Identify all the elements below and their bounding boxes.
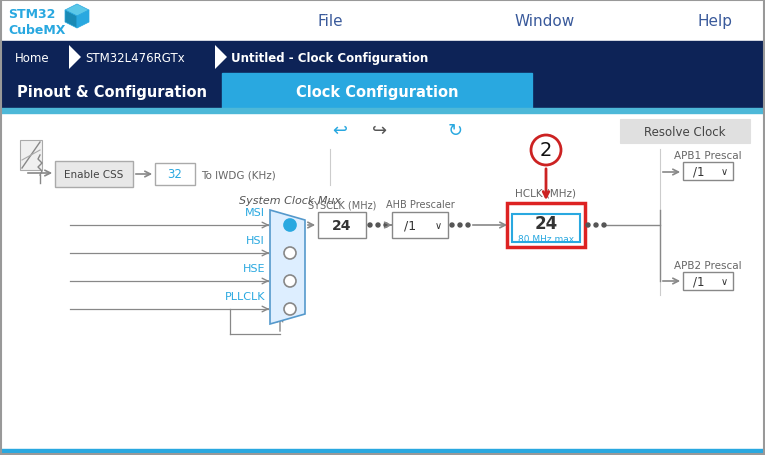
Text: 80 MHz max: 80 MHz max [518,234,574,243]
Polygon shape [215,46,227,70]
Circle shape [284,248,296,259]
Text: System Clock Mux: System Clock Mux [239,196,341,206]
Polygon shape [65,11,77,29]
Polygon shape [65,5,89,17]
Circle shape [384,223,388,228]
Circle shape [284,303,296,315]
Polygon shape [77,11,89,29]
Bar [318,212,366,238]
Text: MSI: MSI [245,207,265,217]
Text: Window: Window [515,14,575,29]
Bar [55,162,133,187]
Text: Home: Home [15,51,50,64]
Bar [0,109,765,112]
Text: /1: /1 [693,165,705,178]
Text: Help: Help [698,14,733,29]
Circle shape [284,219,296,232]
Bar [683,162,733,181]
Bar [0,110,765,114]
Polygon shape [69,46,81,70]
Text: ↩: ↩ [333,122,347,140]
Text: AHB Prescaler: AHB Prescaler [386,200,454,210]
Circle shape [284,275,296,288]
Bar [507,203,585,248]
Text: 2: 2 [540,141,552,160]
Text: STM32L476RGTx: STM32L476RGTx [85,51,185,64]
Text: ↪: ↪ [373,122,388,140]
Circle shape [368,223,372,228]
Text: PLLCLK: PLLCLK [224,291,265,301]
Text: HSE: HSE [243,263,265,273]
Text: Pinout & Configuration: Pinout & Configuration [17,85,207,100]
Bar [0,42,765,74]
Text: To IWDG (KHz): To IWDG (KHz) [201,170,275,180]
Bar [512,214,580,243]
Text: Resolve Clock: Resolve Clock [644,125,726,138]
Text: /1: /1 [404,219,416,232]
Bar [155,164,195,186]
Bar [0,74,765,112]
Bar [683,273,733,290]
Text: ∨: ∨ [721,276,728,286]
Text: Untitled - Clock Configuration: Untitled - Clock Configuration [231,51,428,64]
Text: Clock Configuration: Clock Configuration [296,85,458,100]
Text: HSI: HSI [246,236,265,245]
Bar [0,449,765,455]
Bar [620,120,750,144]
Polygon shape [270,211,305,324]
Text: APB2 Prescal: APB2 Prescal [674,260,742,270]
Circle shape [458,223,462,228]
Text: CubeMX: CubeMX [8,24,65,37]
Circle shape [466,223,470,228]
Bar [20,141,42,171]
Text: ↻: ↻ [448,122,463,140]
Text: /1: /1 [693,275,705,288]
Text: ∨: ∨ [721,167,728,177]
Bar [3,74,221,110]
Circle shape [531,136,561,166]
Bar [392,212,448,238]
Text: Enable CSS: Enable CSS [64,170,124,180]
Text: APB1 Prescal: APB1 Prescal [674,151,742,161]
Bar [534,74,734,110]
Bar [222,74,532,110]
Circle shape [586,223,590,228]
Text: 32: 32 [168,168,182,181]
Circle shape [594,223,598,228]
Text: 24: 24 [535,214,558,233]
Bar [0,150,765,455]
Circle shape [602,223,606,228]
Bar [0,112,765,150]
Text: ∨: ∨ [435,221,441,231]
Circle shape [376,223,380,228]
Text: SYSCLK (MHz): SYSCLK (MHz) [308,200,376,210]
Text: File: File [317,14,343,29]
Circle shape [450,223,454,228]
Text: HCLK (MHz): HCLK (MHz) [516,187,577,197]
Bar [0,0,765,42]
Text: 24: 24 [332,218,352,233]
Text: STM32: STM32 [8,8,55,21]
